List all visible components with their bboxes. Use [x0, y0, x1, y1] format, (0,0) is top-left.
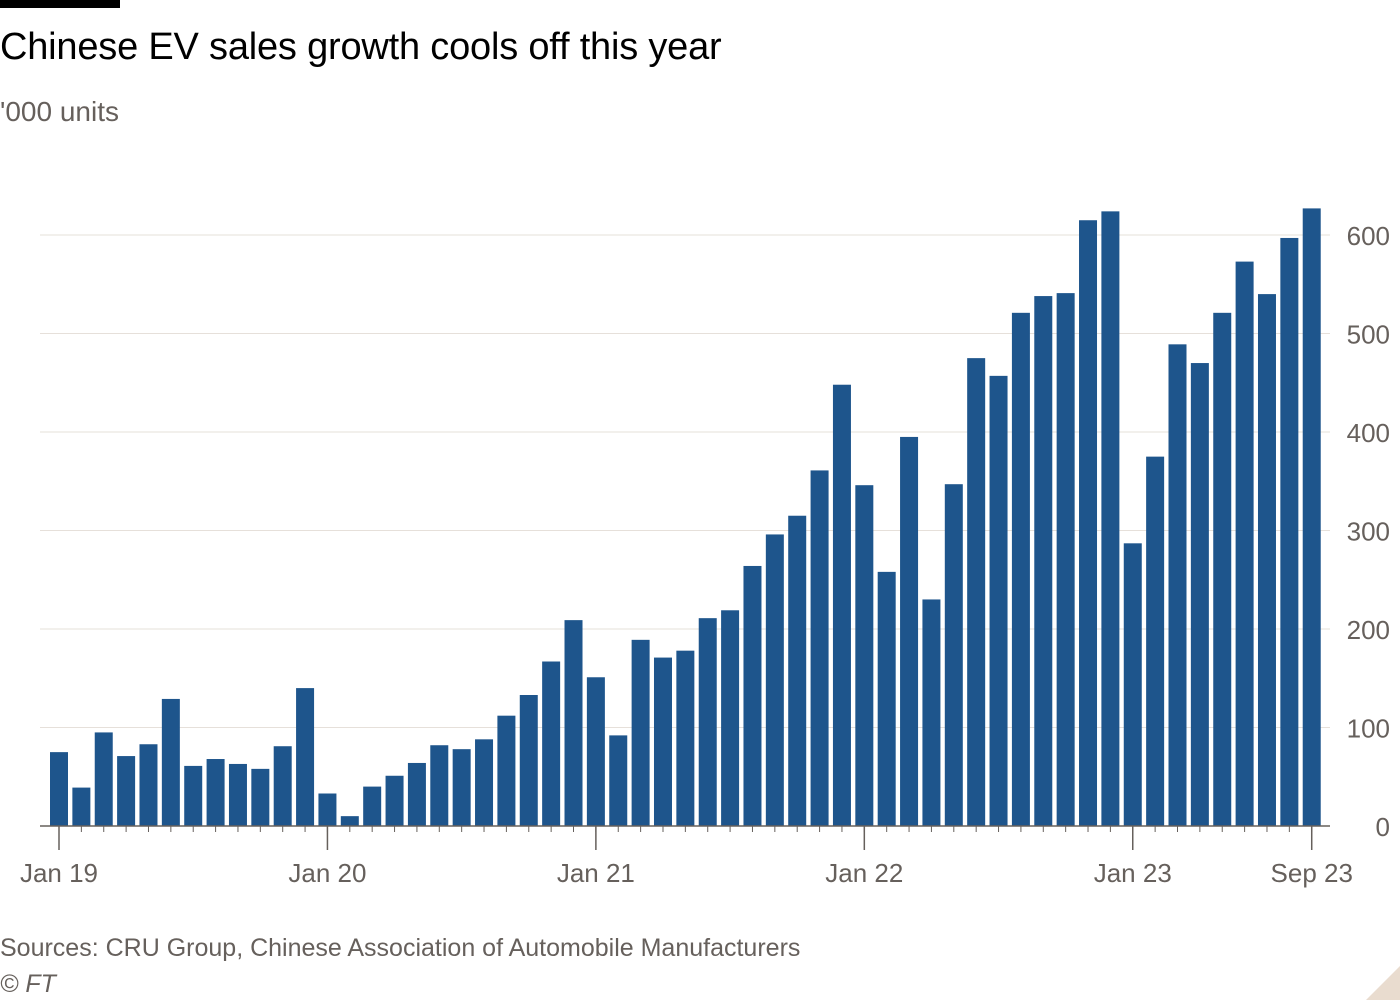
bar-jan-22: [855, 485, 874, 826]
bar-jun-23: [1235, 261, 1254, 827]
bar-apr-21: [653, 657, 672, 826]
bar-may-23: [1213, 312, 1232, 826]
chart-title: Chinese EV sales growth cools off this y…: [0, 26, 722, 68]
bar-feb-22: [877, 571, 896, 826]
bar-dec-19: [296, 688, 315, 826]
bar-sep-23: [1302, 208, 1321, 826]
y-tick-label: 300: [1347, 517, 1390, 547]
bar-mar-23: [1168, 344, 1187, 826]
bar-may-22: [944, 484, 963, 826]
bar-apr-22: [922, 599, 941, 826]
y-tick-label: 600: [1347, 221, 1390, 251]
bar-nov-22: [1079, 220, 1098, 827]
bar-aug-20: [475, 739, 494, 826]
source-note: Sources: CRU Group, Chinese Association …: [0, 934, 801, 962]
bar-oct-19: [251, 768, 270, 826]
bar-sep-21: [765, 534, 784, 826]
bar-jun-20: [430, 745, 449, 826]
bar-oct-20: [519, 695, 538, 826]
x-axis: Jan 19 Jan 20 Jan 21 Jan 22 Jan 23 Sep 23: [20, 825, 1353, 888]
bar-sep-19: [228, 763, 247, 826]
bar-jan-21: [586, 677, 605, 826]
bar-apr-23: [1190, 363, 1209, 826]
bar-jan-23: [1123, 543, 1142, 826]
bar-mar-20: [363, 786, 382, 826]
bar-may-19: [139, 744, 158, 826]
bar-jun-22: [967, 358, 986, 827]
bar-aug-22: [1011, 312, 1030, 826]
x-tick-label: Jan 22: [825, 858, 903, 888]
bar-jan-20: [318, 793, 337, 826]
top-rule: [0, 0, 120, 8]
bar-may-20: [407, 762, 426, 826]
x-tick-label: Jan 23: [1094, 858, 1172, 888]
bar-mar-21: [631, 639, 650, 826]
bar-dec-21: [832, 384, 851, 826]
bar-oct-22: [1056, 293, 1075, 826]
x-tick-label: Sep 23: [1271, 858, 1353, 888]
chart-subtitle: '000 units: [0, 96, 119, 127]
bar-nov-21: [810, 470, 829, 826]
bar-mar-22: [900, 436, 919, 826]
x-tick-label: Jan 20: [288, 858, 366, 888]
bar-jun-21: [698, 618, 717, 826]
x-tick-label: Jan 21: [557, 858, 635, 888]
bar-nov-20: [542, 661, 561, 826]
bar-aug-21: [743, 565, 762, 826]
y-tick-label: 200: [1347, 615, 1390, 645]
y-tick-label: 400: [1347, 418, 1390, 448]
bar-feb-21: [609, 735, 628, 826]
bar-jul-20: [452, 749, 471, 826]
y-tick-label: 500: [1347, 320, 1390, 350]
bar-apr-20: [385, 775, 404, 826]
copyright: © FT: [0, 970, 56, 998]
bar-sep-20: [497, 715, 516, 826]
x-tick-label: Jan 19: [20, 858, 98, 888]
bar-jul-23: [1257, 294, 1276, 827]
y-tick-labels: 0 100 200 300 400 500 600: [1347, 221, 1390, 842]
bar-jan-19: [50, 752, 68, 827]
bar-dec-20: [564, 620, 583, 826]
bar-aug-19: [206, 759, 225, 826]
bar-jun-19: [161, 698, 180, 826]
bar-mar-19: [94, 732, 113, 826]
y-tick-label: 100: [1347, 714, 1390, 744]
bar-aug-23: [1280, 237, 1299, 826]
bar-feb-23: [1146, 456, 1165, 827]
corner-mark: [1366, 966, 1400, 1000]
bar-may-21: [676, 650, 695, 826]
y-tick-label: 0: [1376, 812, 1390, 842]
bar-sep-22: [1034, 296, 1053, 826]
bar-oct-21: [788, 515, 807, 826]
bar-jul-22: [989, 375, 1008, 826]
bar-feb-20: [340, 816, 359, 826]
bar-feb-19: [72, 787, 91, 826]
bar-dec-22: [1101, 211, 1120, 827]
bar-nov-19: [273, 746, 292, 826]
bars: [50, 208, 1321, 827]
bar-jul-19: [184, 765, 203, 826]
bar-apr-19: [117, 756, 136, 826]
bar-jul-21: [721, 610, 740, 826]
